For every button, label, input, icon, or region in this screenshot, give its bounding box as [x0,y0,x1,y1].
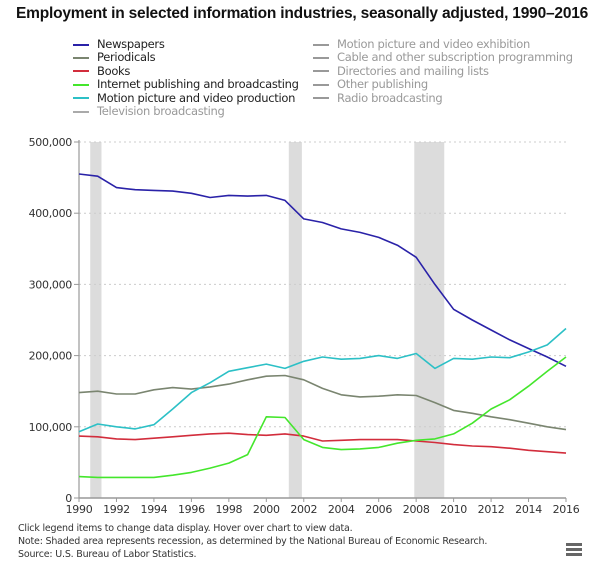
x-tick-label: 1990 [66,503,93,516]
x-tick-label: 1994 [141,503,168,516]
legend-label: Newspapers [97,37,165,51]
chart-title: Employment in selected information indus… [16,5,589,22]
menu-bar [566,548,582,551]
chart-notes: Click legend items to change data displa… [18,522,487,561]
legend-label: Motion picture and video production [97,90,296,105]
legend-label: Internet publishing and broadcasting [97,77,299,92]
recession-bands [90,142,445,498]
chart-plot[interactable]: 0 100,000 200,000 300,000 400,000 500,000 1990… [0,0,600,520]
x-tick-label: 2012 [478,503,505,516]
legend-swatch-icon [313,97,329,100]
y-tick-label: 0 [65,492,72,505]
menu-bar [566,543,582,546]
series-line-books[interactable] [78,432,567,454]
hamburger-menu-icon[interactable] [566,543,582,557]
legend-swatch-icon [313,70,329,73]
legend-item-periodicals[interactable]: Periodicals [73,50,299,65]
x-tick-label: 2002 [290,503,317,516]
x-tick-label: 2016 [553,503,580,516]
series-line-periodicals[interactable] [78,374,567,431]
legend-label: Books [97,63,131,78]
legend-item-directories[interactable]: Directories and mailing lists [313,63,573,78]
series-line-newspapers[interactable] [78,173,567,368]
x-tick-label: 1996 [178,503,205,516]
legend-item-books[interactable]: Books [73,63,299,78]
legend-item-motion-picture-production[interactable]: Motion picture and video production [73,90,299,105]
legend-item-cable-programming[interactable]: Cable and other subscription programming [313,50,573,65]
legend-item-newspapers[interactable]: Newspapers [73,37,299,51]
series-line-motion-picture-and-video-production[interactable] [78,327,567,433]
legend-right-column: Motion picture and video exhibition Cabl… [313,37,573,105]
legend-item-other-publishing[interactable]: Other publishing [313,77,573,92]
y-tick-label: 100,000 [29,421,73,434]
legend-label: Television broadcasting [97,103,225,118]
legend-swatch-icon [73,70,89,73]
x-tick-label: 2006 [365,503,392,516]
recession-note: Note: Shaded area represents recession, … [18,536,488,547]
gridlines [79,141,566,428]
legend-label: Motion picture and video exhibition [337,37,531,51]
axes: 0 100,000 200,000 300,000 400,000 500,000 1990… [29,136,580,516]
legend-item-motion-picture-exhibition[interactable]: Motion picture and video exhibition [313,37,573,51]
legend-item-internet-publishing[interactable]: Internet publishing and broadcasting [73,77,299,92]
legend-label: Cable and other subscription programming [337,50,573,65]
series-line-internet-publishing-and-broadcasting[interactable] [78,356,567,479]
y-tick-label: 300,000 [29,278,73,291]
menu-bar [566,553,582,556]
x-tick-label: 2010 [440,503,467,516]
legend-item-television-broadcasting[interactable]: Television broadcasting [73,103,299,118]
legend-left-column: Newspapers Periodicals Books Internet pu… [73,37,299,118]
legend-label: Periodicals [97,50,156,65]
x-tick-label: 2004 [328,503,355,516]
legend-label: Radio broadcasting [337,90,443,105]
legend-label: Directories and mailing lists [337,63,489,78]
legend-swatch-icon [73,57,89,60]
y-tick-label: 500,000 [29,136,73,149]
legend-item-radio-broadcasting[interactable]: Radio broadcasting [313,90,573,105]
x-tick-label: 2008 [403,503,430,516]
legend-swatch-icon [73,43,89,46]
series-lines[interactable] [78,173,567,479]
legend-swatch-icon [313,43,329,46]
recession-band [288,142,302,498]
legend-swatch-icon [73,83,89,86]
legend-swatch-icon [313,83,329,86]
x-tick-label: 1992 [103,503,130,516]
y-tick-label: 200,000 [29,350,73,363]
recession-band [90,142,102,498]
y-tick-label: 400,000 [29,207,73,220]
legend-label: Other publishing [337,77,428,92]
legend-swatch-icon [313,57,329,60]
instructions-note: Click legend items to change data displa… [18,523,353,534]
legend-swatch-icon [73,110,89,113]
recession-band [414,142,445,498]
source-note: Source: U.S. Bureau of Labor Statistics. [18,549,197,560]
legend-swatch-icon [73,97,89,100]
x-tick-label: 2014 [515,503,542,516]
x-tick-label: 2000 [253,503,280,516]
x-tick-label: 1998 [215,503,242,516]
